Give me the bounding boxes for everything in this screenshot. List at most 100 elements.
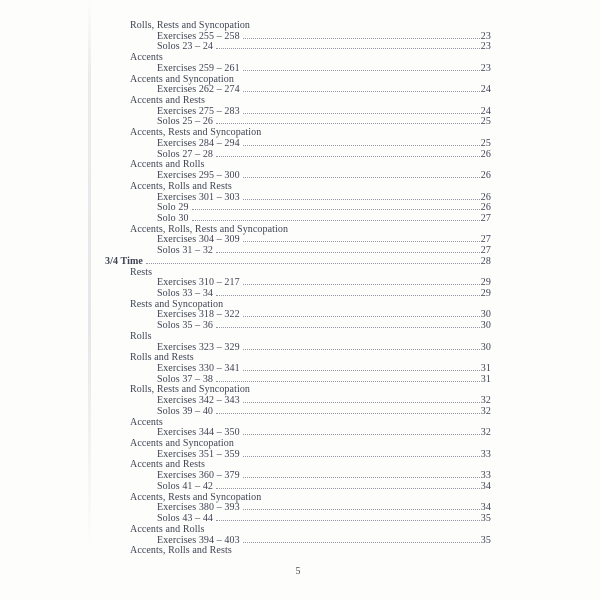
- toc-entry: Solo 29 26: [105, 202, 491, 214]
- toc-entry-label: Exercises 284 – 294: [157, 137, 240, 149]
- toc-entry-label: Rests and Syncopation: [130, 298, 224, 310]
- toc-entry: Solos 43 – 44 35: [105, 513, 491, 525]
- toc-entry-label: Accents, Rests and Syncopation: [130, 127, 262, 139]
- dotted-leader: [216, 326, 480, 329]
- toc-entry-label: 3/4 Time: [105, 255, 143, 267]
- dotted-leader: [242, 176, 480, 179]
- toc-entry-page: 35: [480, 513, 491, 525]
- toc-entry-page: 30: [480, 309, 491, 321]
- dotted-leader: [242, 315, 480, 318]
- dotted-leader: [216, 251, 480, 254]
- toc-entry-label: Exercises 394 – 403: [157, 534, 240, 546]
- toc-entry-label: Rests: [130, 266, 153, 278]
- toc-entry: Exercises 262 – 274 24: [105, 85, 491, 96]
- toc-entry: Accents: [105, 416, 491, 429]
- dotted-leader: [242, 508, 480, 511]
- dotted-leader: [191, 219, 480, 221]
- toc-entry-page: 24: [480, 84, 491, 96]
- dotted-leader: [191, 208, 480, 211]
- toc-entry: Exercises 301 – 303 26: [105, 191, 491, 204]
- dotted-leader: [216, 155, 480, 157]
- toc-entry: Exercises 342 – 343 32: [105, 395, 491, 407]
- toc-entry-label: Rolls, Rests and Syncopation: [130, 384, 251, 396]
- toc-entry: Accents, Rests and Syncopation: [105, 492, 491, 504]
- toc-entry-label: Exercises 344 – 350: [157, 427, 240, 439]
- toc-entry: Accents, Rolls, Rests and Syncopation: [105, 223, 491, 236]
- dotted-leader: [216, 47, 480, 50]
- dotted-leader: [242, 433, 480, 436]
- toc-entry-page: 33: [480, 470, 491, 482]
- toc-entry-page: 25: [480, 137, 491, 149]
- page-number: 5: [295, 566, 301, 577]
- toc-entry-label: Solos 33 – 34: [157, 287, 214, 299]
- toc-entry: Solos 31 – 32 27: [105, 245, 491, 257]
- toc-entry-label: Exercises 262 – 274: [157, 84, 240, 96]
- toc-entry-label: Rolls, Rests and Syncopation: [130, 20, 251, 31]
- toc-entry: Solos 39 – 40 32: [105, 405, 491, 418]
- toc-entry-page: 26: [480, 170, 491, 182]
- page-edge-shadow: [88, 0, 91, 600]
- toc-entry-label: Solos 25 – 26: [157, 116, 214, 128]
- dotted-leader: [216, 122, 480, 125]
- toc-entry-label: Rolls and Rests: [130, 352, 194, 364]
- toc-entry-label: Exercises 342 – 343: [157, 395, 240, 407]
- toc-entry-page: 25: [480, 116, 491, 128]
- toc-entry-label: Exercises 295 – 300: [157, 170, 240, 182]
- dotted-leader: [242, 144, 480, 146]
- toc-entry-label: Accents, Rolls, Rests and Syncopation: [130, 223, 289, 235]
- toc-entry: Accents and Rolls: [105, 160, 491, 171]
- toc-entry: Accents, Rests and Syncopation: [105, 127, 491, 139]
- toc-entry-page: 34: [480, 502, 491, 514]
- toc-entry-page: 24: [480, 105, 491, 117]
- toc-entry-label: Solos 41 – 42: [157, 480, 214, 492]
- toc-entry: Solos 35 – 36 30: [105, 320, 491, 332]
- dotted-leader: [242, 369, 480, 371]
- toc-entry-page: 26: [480, 202, 491, 214]
- dotted-leader: [242, 455, 480, 457]
- toc-entry: Solos 33 – 34 29: [105, 287, 491, 300]
- dotted-leader: [242, 541, 480, 543]
- toc-entry-page: 32: [480, 405, 491, 417]
- toc-entry: 3/4 Time 28: [105, 255, 491, 268]
- toc-entry: Accents and Rolls: [105, 524, 491, 536]
- toc-entry-label: Solos 27 – 28: [157, 148, 214, 160]
- toc-entry-label: Accents: [130, 416, 163, 428]
- toc-entry-page: 26: [480, 148, 491, 160]
- toc-entry-label: Exercises 275 – 283: [157, 105, 240, 117]
- toc-entry: Accents and Rests: [105, 460, 491, 471]
- toc-entry: Accents and Syncopation: [105, 74, 491, 86]
- toc-entry-label: Rolls: [130, 330, 152, 342]
- toc-entry: Exercises 284 – 294 25: [105, 137, 491, 150]
- dotted-leader: [242, 476, 480, 479]
- toc-entry-label: Exercises 323 – 329: [157, 341, 240, 353]
- toc-entry-label: Exercises 255 – 258: [157, 30, 240, 42]
- toc-entry: Solos 25 – 26 25: [105, 117, 491, 128]
- toc-entry: Accents: [105, 52, 491, 64]
- toc-entry-label: Solos 23 – 24: [157, 41, 214, 53]
- toc-entry: Exercises 360 – 379 33: [105, 470, 491, 482]
- toc-entry-page: 30: [480, 341, 491, 353]
- toc-entry: Rolls, Rests and Syncopation: [105, 20, 491, 32]
- toc-entry-label: Accents: [130, 52, 163, 64]
- toc-entry: Exercises 310 – 217 29: [105, 278, 491, 289]
- toc-entry-page: 31: [480, 363, 491, 374]
- toc-entry-page: 33: [480, 448, 491, 460]
- toc-entry-label: Exercises 380 – 393: [157, 502, 240, 514]
- toc-entry-page: 27: [480, 234, 491, 246]
- toc-entry: Exercises 351 – 359 33: [105, 448, 491, 461]
- toc-entry-page: 23: [480, 30, 491, 42]
- toc-entry-page: 32: [480, 427, 491, 439]
- toc-entry: Exercises 275 – 283 24: [105, 105, 491, 118]
- toc-entry-label: Accents and Syncopation: [130, 438, 234, 450]
- toc-entry: Exercises 255 – 258 23: [105, 30, 491, 43]
- toc-entry: Solos 41 – 42 34: [105, 480, 491, 493]
- toc-entry-page: 35: [480, 534, 491, 546]
- toc-entry-label: Exercises 310 – 217: [157, 277, 240, 289]
- toc-entry: Exercises 323 – 329 30: [105, 341, 491, 354]
- toc-entry-page: 26: [480, 191, 491, 203]
- toc-entry-page: 28: [480, 255, 491, 267]
- toc-entry: Accents, Rolls and Rests: [105, 545, 491, 557]
- table-of-contents: Rolls, Rests and Syncopation Exercises 25…: [105, 20, 491, 557]
- toc-entry: Exercises 304 – 309 27: [105, 235, 491, 246]
- toc-entry: Solos 23 – 24 23: [105, 42, 491, 53]
